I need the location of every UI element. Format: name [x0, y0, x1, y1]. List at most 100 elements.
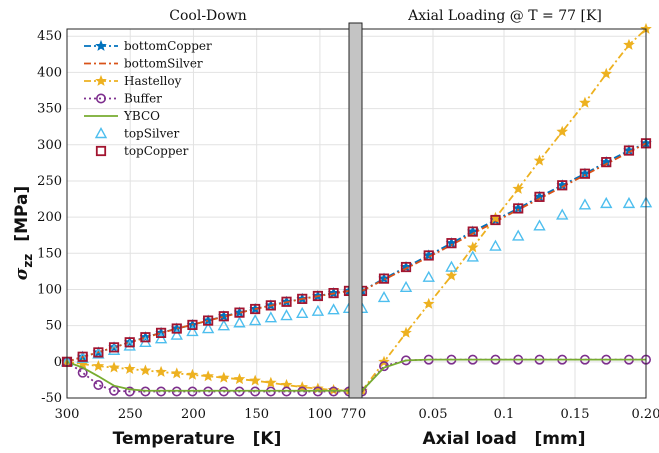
data-point-Hastelloy: [265, 376, 277, 388]
data-point-topSilver: [327, 303, 340, 315]
data-point-Buffer: [93, 379, 104, 390]
data-point-topSilver: [512, 229, 525, 241]
x-tick-label-left: 300: [55, 407, 80, 422]
legend-item-Hastelloy: Hastelloy: [84, 74, 182, 88]
data-point-topSilver: [622, 196, 636, 209]
legend-label: Hastelloy: [124, 74, 182, 88]
data-point-topCopper: [513, 203, 524, 214]
data-point-topSilver: [217, 319, 230, 331]
data-point-Hastelloy: [139, 364, 152, 376]
data-point-topSilver: [154, 332, 168, 344]
data-point-Hastelloy: [170, 367, 183, 379]
data-point-topSilver: [296, 306, 309, 319]
y-tick-label: 450: [37, 29, 62, 44]
x-tick-label-left: 77: [341, 407, 358, 422]
right-panel-title: Axial Loading @ T = 77 [K]: [407, 8, 602, 24]
data-point-topSilver: [489, 239, 502, 251]
y-axis-label: σzz [MPa]: [12, 186, 35, 280]
series-line-YBCO-cooldown: [66, 360, 349, 392]
data-point-topCopper: [297, 293, 308, 304]
legend-label: bottomSilver: [124, 57, 203, 71]
legend-marker-Hastelloy: [95, 74, 107, 86]
data-point-topCopper: [250, 303, 261, 315]
legend-marker-topCopper: [95, 145, 107, 157]
series-bottomSilver: [66, 142, 647, 363]
legend: bottomCopper bottomSilver Hastelloy Buffer Y…: [84, 39, 212, 158]
data-point-Hastelloy: [556, 125, 569, 137]
data-point-topCopper: [124, 337, 135, 348]
x-tick-label-left: 100: [308, 407, 333, 422]
legend-item-bottomSilver: bottomSilver: [84, 57, 203, 71]
data-point-topCopper: [328, 287, 339, 299]
data-point-topSilver: [107, 343, 121, 355]
x-tick-label-right: 0.1: [494, 407, 515, 422]
y-tick-label: 300: [37, 138, 62, 153]
data-point-topCopper: [557, 180, 568, 191]
legend-label: topCopper: [124, 144, 189, 158]
axes: -50 0 50 100 150 200 250 300 350 400 450 300 250 200 1…: [37, 22, 659, 422]
x-tick-label-left: 250: [118, 407, 143, 422]
svg-text:σzz[MPa]: σzz [MPa]: [12, 186, 35, 280]
data-point-topSilver: [280, 309, 293, 321]
data-point-topCopper: [203, 315, 214, 326]
legend-marker-Buffer: [96, 93, 107, 104]
data-point-topCopper: [140, 332, 151, 343]
x-axis-label-right: Axial load [mm]: [422, 429, 585, 449]
data-point-topSilver: [201, 322, 215, 334]
data-point-topCopper: [234, 307, 245, 318]
x-axis-label-left: Temperature [K]: [113, 429, 282, 449]
data-point-topSilver: [533, 219, 546, 231]
legend-item-Buffer: Buffer: [84, 92, 162, 106]
data-point-Hastelloy: [400, 326, 412, 338]
data-point-topSilver: [76, 351, 89, 363]
data-point-topCopper: [467, 226, 478, 237]
legend-marker-topSilver: [94, 127, 108, 139]
series-topCopper: [61, 138, 652, 367]
data-point-topCopper: [490, 214, 501, 226]
y-tick-label: 400: [37, 65, 62, 80]
legend-label: YBCO: [123, 109, 160, 123]
data-point-topSilver: [399, 280, 413, 292]
legend-label: topSilver: [124, 127, 180, 141]
data-point-topSilver: [248, 314, 262, 326]
x-tick-label-left: 200: [181, 407, 206, 422]
x-tick-label-left: 150: [244, 407, 269, 422]
data-point-topSilver: [377, 290, 391, 303]
data-point-topSilver: [556, 208, 569, 220]
series-line-bottomSilver-loading: [361, 142, 647, 292]
y-tick-label: 250: [37, 174, 62, 189]
x-tick-label-right: 0: [358, 407, 366, 422]
data-point-Hastelloy: [233, 373, 246, 385]
data-point-Hastelloy: [202, 370, 214, 382]
series-line-Buffer-cooldown: [66, 361, 349, 393]
legend-item-YBCO: YBCO: [84, 109, 160, 123]
data-point-topCopper: [108, 342, 120, 353]
data-point-topSilver: [422, 270, 435, 282]
data-point-topCopper: [601, 157, 612, 168]
legend-item-topSilver: topSilver: [94, 127, 180, 141]
x-tick-label-right: 0.05: [419, 407, 448, 422]
legend-marker-bottomCopper: [95, 39, 107, 51]
data-point-Hastelloy: [533, 154, 546, 166]
data-point-topSilver: [466, 250, 479, 262]
data-point-topSilver: [233, 316, 246, 328]
data-point-Hastelloy: [92, 360, 105, 372]
data-point-Hastelloy: [123, 362, 136, 374]
data-point-topCopper: [171, 323, 182, 334]
data-point-topCopper: [378, 273, 390, 284]
data-point-topSilver: [311, 304, 325, 316]
data-point-topSilver: [264, 311, 278, 323]
y-tick-label: -50: [41, 391, 62, 406]
data-point-topSilver: [186, 324, 199, 337]
data-point-topCopper: [187, 319, 198, 331]
left-axis-frame: [66, 28, 350, 399]
y-tick-label: 50: [45, 319, 62, 334]
series-YBCO: [66, 358, 646, 392]
data-point-topCopper: [579, 168, 591, 179]
series-Hastelloy: [61, 22, 652, 396]
data-point-Hastelloy: [186, 368, 199, 380]
data-point-topCopper: [400, 261, 412, 273]
series-layer: [60, 22, 653, 397]
data-point-topCopper: [155, 327, 167, 338]
